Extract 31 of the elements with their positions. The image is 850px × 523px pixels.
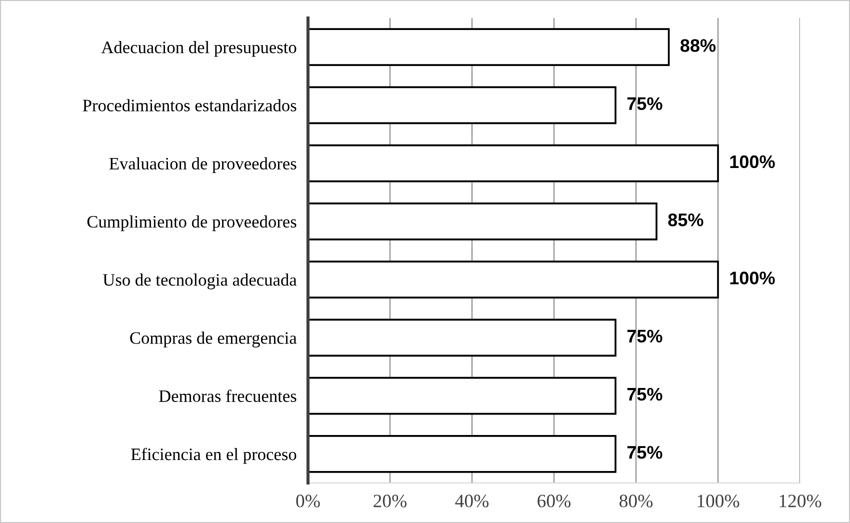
bar [308, 202, 658, 240]
data-label: 75% [627, 388, 662, 401]
data-label: 75% [627, 446, 662, 459]
bar [308, 260, 719, 298]
data-label: 88% [680, 39, 716, 52]
data-label: 85% [668, 214, 704, 226]
y-tick-label: Evaluacion de proveedores [109, 157, 296, 174]
y-tick-label: Compras de emergencia [130, 332, 297, 348]
x-tick-label: 0% [296, 494, 320, 508]
bar [308, 435, 616, 473]
y-tick-label: Uso de tecnologia adecuada [102, 274, 297, 290]
x-tick-label: 20% [374, 494, 407, 508]
y-tick-label: Eficiencia en el proceso [131, 448, 296, 464]
data-label: 100% [730, 272, 775, 284]
x-tick-label: 40% [455, 494, 489, 508]
y-tick-label: Adecuacion del presupuesto [101, 41, 296, 57]
y-tick-label: Procedimientos estandarizados [82, 99, 296, 112]
data-label: 75% [627, 330, 662, 343]
data-label: 75% [627, 97, 662, 110]
x-tick-label: 80% [620, 494, 653, 508]
x-tick-label: 100% [698, 494, 740, 508]
y-tick-label: Demoras frecuentes [159, 390, 296, 402]
bar [308, 318, 616, 357]
x-tick-label: 120% [780, 494, 822, 508]
data-label: 100% [730, 155, 775, 168]
bar [308, 144, 719, 182]
bar [308, 376, 616, 415]
x-tick-label: 60% [538, 494, 571, 508]
y-tick-label: Cumplimiento de proveedores [87, 215, 296, 232]
bar [308, 28, 670, 66]
bar [308, 86, 616, 124]
